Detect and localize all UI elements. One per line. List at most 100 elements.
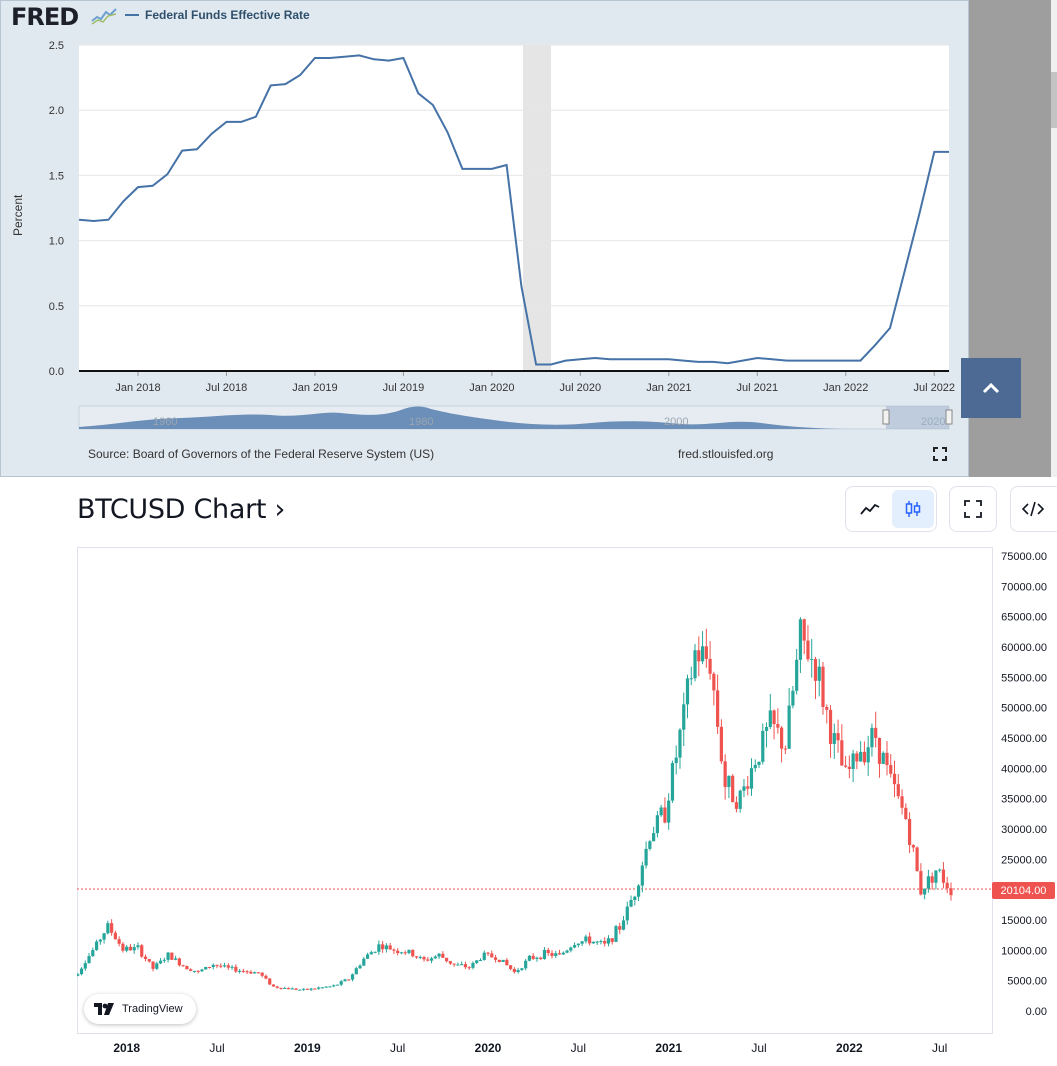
fred-plot[interactable]: 0.00.51.01.52.02.5 Jan 2018 Jul 2018 Jan 2…: [1, 1, 970, 478]
candle-body: [324, 986, 328, 988]
price-tick-label: 15000.00: [1001, 915, 1047, 927]
price-tick-label: 0.00: [1026, 1006, 1047, 1018]
candle-body: [87, 956, 91, 964]
fred-site-link[interactable]: fred.stlouisfed.org: [678, 447, 774, 461]
candle-body: [343, 979, 347, 982]
time-tick-label: Jul: [209, 1041, 224, 1055]
page-title[interactable]: BTCUSD Chart ›: [77, 494, 285, 525]
line-chart-icon: [860, 503, 880, 515]
candle-chart-button[interactable]: [892, 490, 934, 528]
candle-body: [753, 764, 757, 769]
candle-body: [817, 666, 821, 681]
candle-body: [283, 987, 287, 989]
x-tick-label: Jan 2020: [469, 382, 514, 394]
candle-body: [546, 949, 550, 954]
line-chart-button[interactable]: [849, 490, 891, 528]
candle-body: [437, 953, 441, 957]
fred-navigator[interactable]: 1960 1980 2000 2020: [78, 405, 953, 430]
candle-body: [448, 961, 452, 964]
candle-body: [509, 965, 513, 969]
candle-body: [655, 815, 659, 834]
candle-body: [693, 650, 697, 679]
candle-body: [640, 865, 644, 886]
candle-body: [923, 888, 927, 895]
candle-body: [795, 659, 799, 691]
navigator-selection[interactable]: [886, 406, 949, 429]
time-tick-label: 2019: [294, 1041, 321, 1055]
candle-body: [610, 938, 614, 942]
candle-body: [591, 941, 596, 944]
candle-body: [881, 752, 885, 764]
candle-body: [441, 953, 445, 958]
candle-body: [456, 964, 460, 966]
embed-code-button[interactable]: [1010, 486, 1057, 532]
candle-body: [475, 960, 479, 963]
candle-body: [821, 666, 825, 707]
candlestick-icon: [905, 501, 921, 517]
candle-body: [731, 775, 735, 803]
candle-body: [524, 960, 528, 969]
scroll-to-top-button[interactable]: [961, 358, 1021, 418]
candle-body: [851, 753, 855, 769]
scrollbar-thumb[interactable]: [1051, 72, 1057, 128]
navigator-handle-right[interactable]: [945, 409, 953, 425]
candle-body: [911, 844, 915, 848]
tradingview-badge[interactable]: TradingView: [84, 994, 196, 1024]
price-tick-label: 10000.00: [1001, 945, 1047, 957]
candle-body: [896, 784, 900, 797]
candle-body: [313, 988, 317, 990]
candle-body: [347, 979, 351, 981]
candle-body: [192, 970, 197, 972]
candle-body: [121, 943, 125, 951]
candle-body: [256, 972, 261, 974]
candle-body: [915, 847, 919, 872]
price-tick-label: 45000.00: [1001, 733, 1047, 745]
navigator-handle-left[interactable]: [882, 409, 890, 425]
candle-body: [309, 988, 313, 990]
candle-body: [166, 952, 170, 960]
fred-logo[interactable]: FRED: [11, 3, 79, 31]
candle-body: [689, 678, 693, 680]
candle-body: [433, 956, 437, 959]
btc-plot[interactable]: 0.005000.0010000.0015000.0020000.0025000…: [77, 547, 1057, 1066]
candle-body: [836, 733, 840, 741]
candle-body: [727, 775, 731, 787]
candle-body: [91, 950, 95, 957]
candle-body: [392, 949, 396, 951]
price-tick-label: 35000.00: [1001, 794, 1047, 806]
candle-body: [621, 920, 626, 930]
candle-body: [429, 958, 434, 961]
candle-body: [584, 936, 588, 942]
candle-body: [825, 706, 829, 710]
time-tick-label: Jul: [932, 1041, 947, 1055]
candle-body: [77, 974, 80, 976]
candle-body: [678, 729, 682, 758]
fullscreen-icon[interactable]: [933, 447, 947, 461]
candle-body: [859, 751, 863, 762]
candle-body: [813, 659, 818, 681]
fred-source-note: Source: Board of Governors of the Federa…: [88, 447, 435, 461]
candle-body: [780, 727, 784, 749]
candle-body: [667, 800, 671, 823]
candle-body: [941, 869, 946, 883]
fullscreen-button[interactable]: [949, 486, 997, 532]
fred-plot-area: [79, 45, 949, 371]
candle-body: [791, 690, 795, 706]
candle-body: [279, 987, 283, 989]
candle-body: [384, 945, 388, 950]
candle-body: [557, 953, 562, 955]
candle-body: [140, 945, 144, 957]
candle-body: [870, 727, 874, 748]
navigator-label: 1980: [409, 416, 433, 428]
btc-chart[interactable]: 0.005000.0010000.0015000.0020000.0025000…: [77, 547, 1057, 1066]
candle-body: [482, 952, 486, 960]
candle-body: [904, 807, 908, 820]
scrollbar[interactable]: [1051, 0, 1057, 477]
btc-price-axis: 0.005000.0010000.0015000.0020000.0025000…: [1001, 551, 1047, 1018]
candle-body: [215, 964, 219, 966]
y-tick-label: 2.0: [49, 105, 64, 117]
candle-body: [200, 969, 204, 972]
candle-body: [471, 962, 475, 968]
candle-body: [170, 952, 174, 960]
candle-body: [764, 727, 769, 731]
